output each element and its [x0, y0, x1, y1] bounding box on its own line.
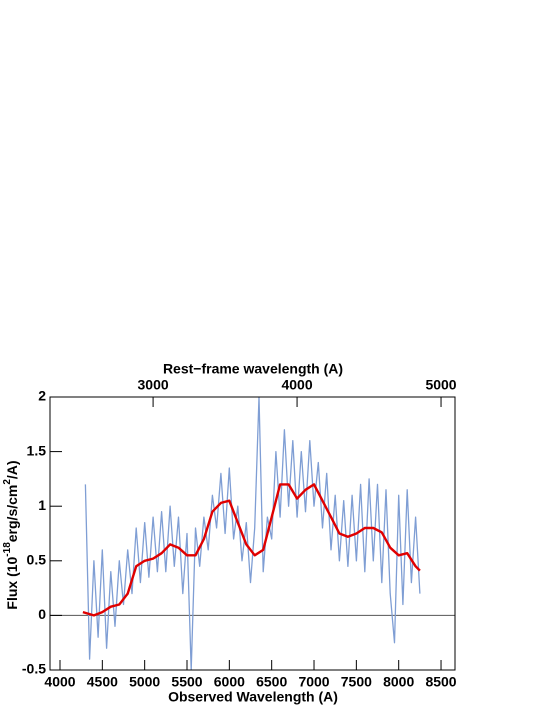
y-axis-label: Flux (10-18erg/s/cm2/A) [2, 460, 20, 609]
y-tick-label: 0 [38, 606, 46, 622]
x-tick-label: 5500 [171, 674, 202, 690]
spectrum-line [84, 397, 421, 670]
x-tick-label: 4500 [87, 674, 118, 690]
y-axis-label-part: Flux (10 [4, 556, 20, 609]
y-tick-label: 2 [38, 388, 46, 404]
y-tick-label: 1 [38, 497, 46, 513]
x-tick-label: 6500 [256, 674, 287, 690]
y-tick-label: -0.5 [22, 661, 46, 677]
y-tick-label: 1.5 [27, 442, 47, 458]
x-tick-label: 7500 [341, 674, 372, 690]
top-axis-label: Rest−frame wavelength (A) [163, 361, 343, 377]
x-axis-label: Observed Wavelength (A) [168, 689, 338, 705]
y-axis-label-part: -18 [2, 542, 13, 557]
x-tick-label: 7000 [298, 674, 329, 690]
top-tick-label: 4000 [281, 377, 312, 393]
x-tick-label: 5000 [129, 674, 160, 690]
y-axis-label-part: /A) [4, 460, 20, 479]
top-tick-label: 5000 [425, 377, 456, 393]
top-tick-label: 3000 [138, 377, 169, 393]
plot-area [82, 397, 421, 670]
frame [49, 396, 456, 671]
x-tick-label: 4000 [44, 674, 75, 690]
x-tick-label: 6000 [214, 674, 245, 690]
y-axis-label-part: erg/s/cm [4, 485, 20, 543]
spectrum-line [82, 483, 421, 617]
x-tick-label: 8500 [425, 674, 456, 690]
y-tick-label: 0.5 [27, 552, 47, 568]
y-axis-label-part: 2 [2, 479, 13, 485]
x-tick-label: 8000 [383, 674, 414, 690]
